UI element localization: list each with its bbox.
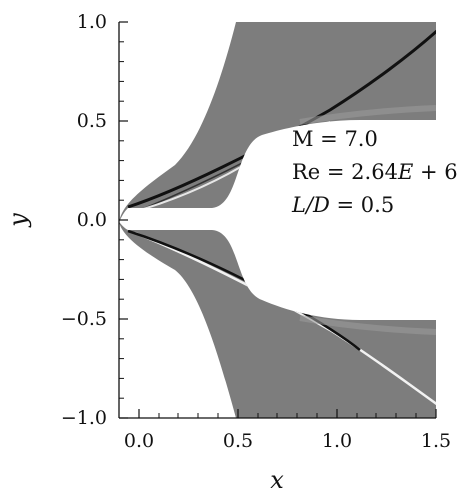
length-diameter-label: L/D = 0.5 [291, 193, 394, 217]
reynolds-prefix: Re = 2.64 [292, 160, 398, 184]
upper-wake-band [299, 105, 436, 125]
lower-wake-band [299, 315, 436, 335]
y-tick-label: 0.0 [77, 209, 107, 231]
reynolds-number-label: Re = 2.64E + 6 [292, 160, 458, 184]
upper-flow-field [119, 22, 436, 222]
ld-value: = 0.5 [330, 193, 394, 217]
reynolds-suffix: + 6 [413, 160, 457, 184]
y-tick-label: −0.5 [61, 308, 107, 330]
ld-variable: L/D [291, 193, 330, 217]
x-minor-ticks [158, 413, 417, 418]
lower-field-region [119, 222, 436, 418]
upper-field-region [119, 22, 436, 222]
x-tick-label: 0.0 [124, 430, 154, 452]
x-tick-label: 1.5 [421, 430, 451, 452]
y-axis-title: y [4, 213, 32, 228]
lower-flow-field [119, 222, 436, 418]
x-tick-label: 1.0 [322, 430, 352, 452]
y-minor-ticks [119, 41, 124, 399]
upper-shock-dark [127, 28, 436, 209]
lower-shock-light [134, 231, 436, 407]
flow-conditions-annotation: M = 7.0 Re = 2.64E + 6 L/D = 0.5 [291, 127, 458, 217]
reynolds-exponent-symbol: E [397, 160, 413, 184]
mach-number-label: M = 7.0 [292, 127, 378, 151]
y-tick-label: −1.0 [61, 407, 107, 429]
x-axis-title: x [270, 466, 284, 494]
x-tick-label: 0.5 [223, 430, 253, 452]
axes: 1.0 0.5 0.0 −0.5 −1.0 0.0 0.5 1.0 1.5 x … [4, 11, 451, 494]
y-tick-label: 1.0 [77, 11, 107, 33]
y-tick-label: 0.5 [77, 110, 107, 132]
